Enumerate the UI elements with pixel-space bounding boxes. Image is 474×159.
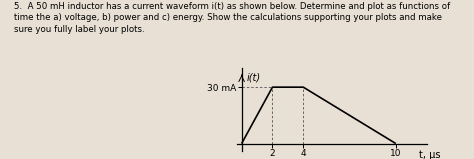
Text: i(t): i(t): [246, 72, 260, 82]
Text: 5.  A 50 mH inductor has a current waveform i(t) as shown below. Determine and p: 5. A 50 mH inductor has a current wavefo…: [14, 2, 450, 34]
Text: t, μs: t, μs: [419, 150, 440, 159]
